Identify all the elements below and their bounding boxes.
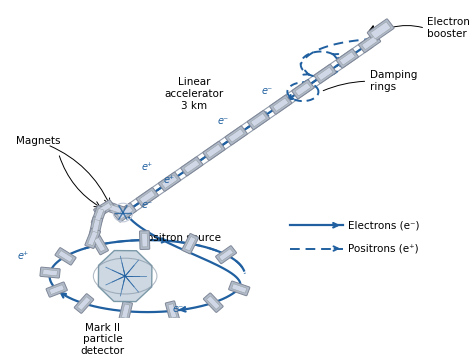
FancyBboxPatch shape [78, 297, 91, 310]
Text: Mark II
particle
detector: Mark II particle detector [81, 323, 125, 356]
Text: e⁺: e⁺ [142, 162, 153, 172]
Text: e⁻: e⁻ [142, 200, 153, 210]
FancyBboxPatch shape [270, 95, 292, 114]
FancyBboxPatch shape [228, 281, 250, 296]
FancyBboxPatch shape [162, 175, 177, 188]
FancyBboxPatch shape [203, 141, 225, 161]
FancyBboxPatch shape [91, 235, 109, 255]
FancyBboxPatch shape [216, 246, 237, 264]
FancyBboxPatch shape [247, 111, 270, 130]
FancyBboxPatch shape [122, 304, 130, 318]
FancyBboxPatch shape [89, 217, 102, 237]
Text: Damping
rings: Damping rings [370, 70, 417, 92]
FancyBboxPatch shape [97, 203, 111, 214]
FancyBboxPatch shape [273, 98, 289, 111]
FancyBboxPatch shape [181, 157, 203, 176]
FancyBboxPatch shape [91, 205, 107, 226]
Text: Positron source: Positron source [141, 233, 221, 243]
FancyBboxPatch shape [228, 129, 244, 142]
FancyBboxPatch shape [85, 228, 100, 248]
FancyBboxPatch shape [339, 52, 355, 65]
FancyBboxPatch shape [114, 203, 136, 222]
Text: e⁻: e⁻ [262, 86, 273, 96]
FancyBboxPatch shape [92, 220, 100, 234]
Text: e⁻: e⁻ [218, 116, 228, 126]
FancyBboxPatch shape [219, 249, 233, 261]
FancyBboxPatch shape [139, 190, 155, 204]
FancyBboxPatch shape [55, 248, 76, 265]
FancyBboxPatch shape [58, 251, 73, 262]
FancyBboxPatch shape [232, 284, 247, 293]
FancyBboxPatch shape [336, 49, 358, 68]
FancyBboxPatch shape [46, 282, 67, 297]
FancyBboxPatch shape [206, 145, 222, 157]
FancyBboxPatch shape [139, 231, 150, 250]
FancyBboxPatch shape [207, 296, 220, 309]
FancyBboxPatch shape [40, 267, 60, 278]
FancyBboxPatch shape [94, 209, 104, 223]
FancyBboxPatch shape [371, 22, 391, 39]
Text: e⁺: e⁺ [18, 251, 28, 261]
FancyBboxPatch shape [94, 237, 105, 252]
FancyBboxPatch shape [362, 37, 377, 49]
FancyBboxPatch shape [314, 64, 336, 83]
FancyBboxPatch shape [165, 301, 179, 321]
FancyBboxPatch shape [107, 204, 122, 213]
Text: e⁺: e⁺ [164, 175, 175, 185]
FancyBboxPatch shape [104, 201, 125, 216]
Text: e⁻: e⁻ [173, 304, 184, 314]
FancyBboxPatch shape [367, 19, 394, 42]
FancyBboxPatch shape [317, 67, 333, 80]
Text: Positrons (e⁺): Positrons (e⁺) [348, 244, 419, 253]
FancyBboxPatch shape [136, 188, 158, 207]
Text: Electrons (e⁻): Electrons (e⁻) [348, 220, 420, 230]
FancyBboxPatch shape [74, 294, 94, 313]
Polygon shape [98, 251, 152, 302]
FancyBboxPatch shape [225, 126, 247, 145]
FancyBboxPatch shape [295, 83, 310, 96]
FancyBboxPatch shape [358, 33, 381, 53]
FancyBboxPatch shape [142, 233, 147, 247]
FancyBboxPatch shape [203, 293, 223, 313]
FancyBboxPatch shape [119, 301, 132, 321]
FancyBboxPatch shape [182, 234, 199, 254]
Text: Linear
accelerator
3 km: Linear accelerator 3 km [164, 77, 224, 110]
FancyBboxPatch shape [158, 172, 181, 191]
FancyBboxPatch shape [292, 80, 314, 99]
Text: Electron
booster: Electron booster [428, 17, 470, 39]
FancyBboxPatch shape [168, 304, 177, 318]
FancyBboxPatch shape [43, 269, 57, 276]
FancyBboxPatch shape [49, 285, 64, 294]
FancyBboxPatch shape [88, 231, 98, 245]
FancyBboxPatch shape [94, 200, 115, 217]
FancyBboxPatch shape [118, 206, 133, 219]
FancyBboxPatch shape [185, 237, 196, 251]
FancyBboxPatch shape [251, 114, 266, 127]
FancyBboxPatch shape [184, 160, 200, 173]
Text: Magnets: Magnets [16, 136, 61, 146]
